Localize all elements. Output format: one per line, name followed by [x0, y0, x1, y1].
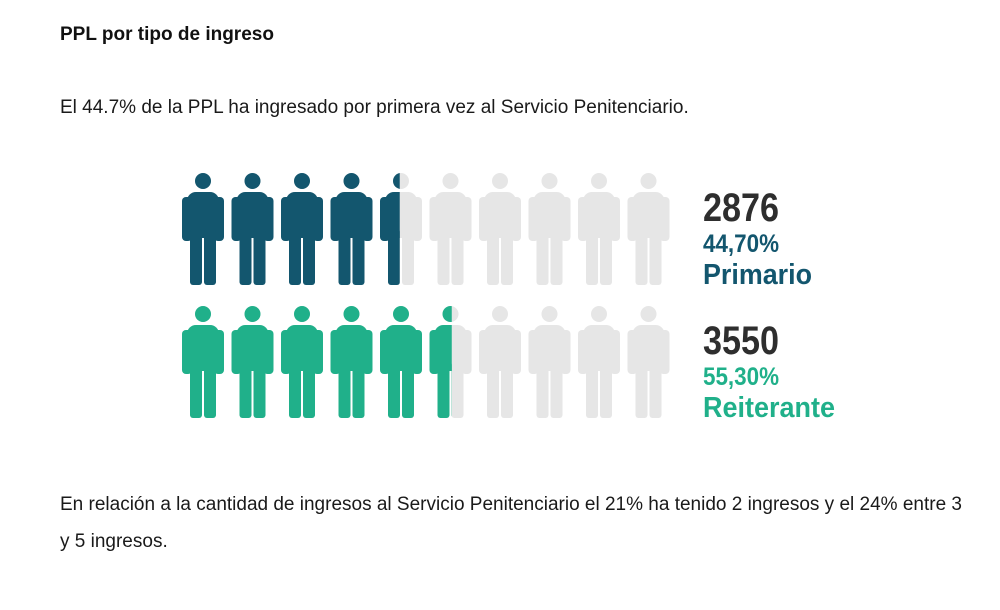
person-icon-filled — [330, 306, 373, 418]
stat-label-reiterante: Reiterante — [703, 392, 835, 424]
stat-label-primario: Primario — [703, 259, 812, 291]
person-icon — [528, 306, 571, 418]
person-icon — [578, 173, 620, 285]
person-icon — [429, 173, 472, 285]
person-icon-filled — [231, 306, 274, 418]
person-icon-filled — [281, 173, 323, 285]
person-icon — [627, 306, 670, 418]
chart-title: PPL por tipo de ingreso — [60, 24, 274, 45]
person-icon — [528, 173, 571, 285]
person-icon-filled — [380, 306, 422, 418]
stat-percent-reiterante: 55,30% — [703, 363, 779, 391]
stat-count-reiterante: 3550 — [703, 319, 779, 363]
person-icon-filled — [281, 306, 323, 418]
footer-text: En relación a la cantidad de ingresos al… — [60, 494, 962, 552]
stat-percent-primario: 44,70% — [703, 230, 779, 258]
person-icon — [627, 173, 670, 285]
person-icon — [479, 173, 521, 285]
person-icon-filled — [182, 306, 224, 418]
person-icon — [479, 306, 521, 418]
stat-count-primario: 2876 — [703, 186, 779, 230]
person-icon-filled — [231, 173, 274, 285]
person-icon-filled — [330, 173, 373, 285]
person-icon — [578, 306, 620, 418]
intro-text: El 44.7% de la PPL ha ingresado por prim… — [60, 97, 689, 118]
person-icon-filled — [182, 173, 224, 285]
